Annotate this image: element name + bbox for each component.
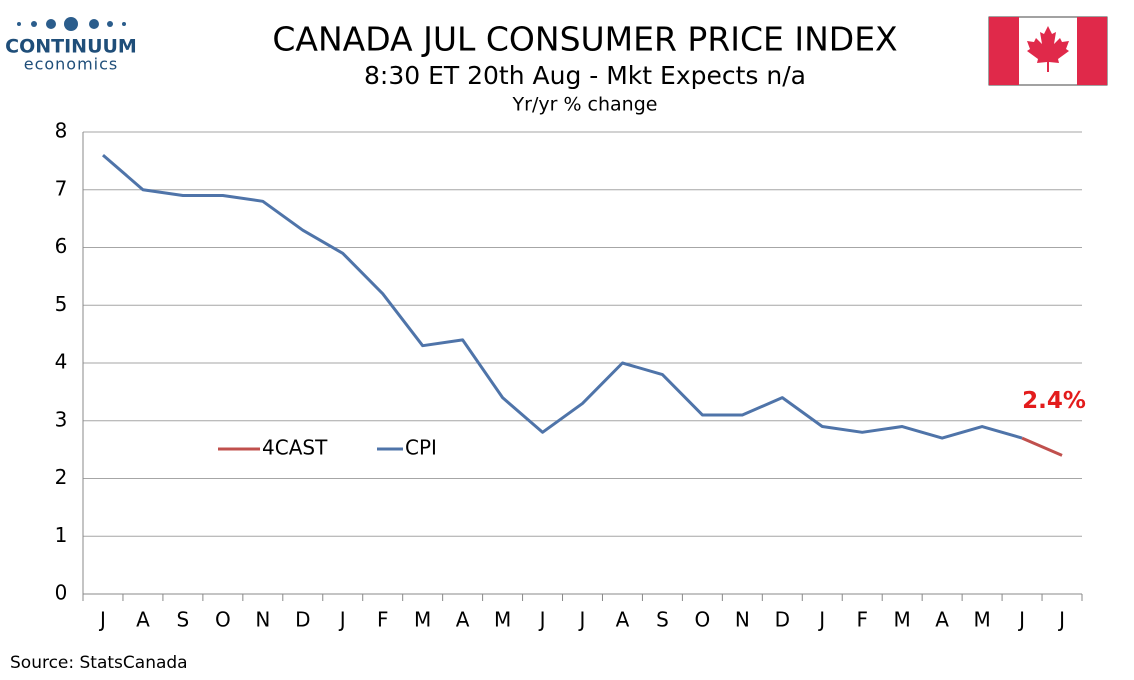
x-tick-label: N: [255, 608, 270, 632]
x-tick-label: S: [177, 608, 190, 632]
logo-dot: [107, 21, 113, 27]
x-tick-label: J: [98, 608, 106, 632]
x-tick-label: F: [377, 608, 389, 632]
x-tick-label: F: [856, 608, 868, 632]
x-tick-label: A: [935, 608, 949, 632]
y-tick-label: 4: [55, 350, 68, 374]
y-tick-label: 0: [55, 581, 68, 605]
flag-bar: [1077, 17, 1107, 85]
data-label: 2.4%: [1022, 388, 1086, 414]
chart-title: CANADA JUL CONSUMER PRICE INDEX: [272, 20, 897, 59]
logo-dot: [64, 17, 78, 31]
x-tick-label: J: [1057, 608, 1065, 632]
logo: CONTINUUM economics: [5, 17, 137, 74]
x-tick-label: A: [616, 608, 630, 632]
y-tick-label: 7: [55, 176, 68, 200]
maple-leaf: [1027, 26, 1069, 72]
x-tick-label: A: [136, 608, 150, 632]
y-tick-label: 5: [55, 292, 68, 316]
y-tick-label: 3: [55, 407, 68, 431]
logo-dot: [89, 19, 99, 29]
x-tick-label: D: [775, 608, 790, 632]
line-series: [1021, 436, 1063, 457]
legend-label: 4CAST: [262, 436, 328, 460]
chart-subtitle: 8:30 ET 20th Aug - Mkt Expects n/a: [364, 61, 806, 90]
line-series: [101, 153, 1023, 440]
x-tick-label: O: [695, 608, 711, 632]
y-axis-label: Yr/yr % change: [512, 94, 658, 116]
x-tick-label: J: [578, 608, 586, 632]
logo-dot: [31, 21, 37, 27]
x-tick-label: D: [295, 608, 310, 632]
x-tick-label: J: [817, 608, 825, 632]
y-tick-label: 6: [55, 234, 68, 258]
x-tick-label: A: [456, 608, 470, 632]
logo-tagline: economics: [24, 55, 119, 74]
x-tick-label: J: [538, 608, 546, 632]
x-tick-label: M: [973, 608, 990, 632]
x-tick-label: M: [894, 608, 911, 632]
x-tick-label: M: [494, 608, 511, 632]
x-tick-label: M: [414, 608, 431, 632]
logo-dot: [46, 19, 56, 29]
y-tick-label: 2: [55, 465, 68, 489]
x-tick-label: O: [215, 608, 231, 632]
x-tick-label: J: [338, 608, 346, 632]
x-tick-label: S: [656, 608, 669, 632]
y-tick-label: 8: [55, 119, 68, 143]
logo-name: CONTINUUM: [5, 36, 137, 58]
flag: [988, 16, 1108, 86]
logo-dot: [17, 22, 21, 26]
x-tick-label: J: [1017, 608, 1025, 632]
logo-dot: [122, 22, 126, 26]
flag-bar: [989, 17, 1019, 85]
y-tick-label: 1: [55, 523, 68, 547]
legend-label: CPI: [405, 436, 437, 460]
x-tick-label: N: [735, 608, 750, 632]
source-note: Source: StatsCanada: [10, 653, 188, 673]
